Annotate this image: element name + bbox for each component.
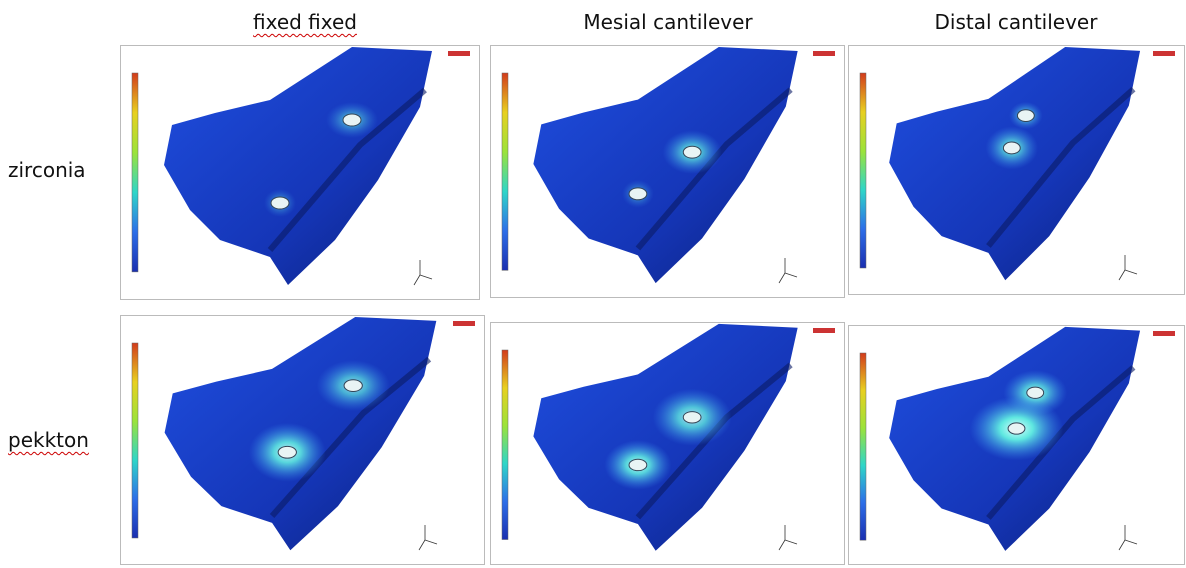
implant <box>342 113 362 127</box>
row-label-text: pekkton <box>8 428 89 452</box>
implant <box>628 187 648 201</box>
model-ridge <box>635 87 793 251</box>
logo <box>1153 331 1175 336</box>
fea-panel <box>490 45 845 298</box>
color-scale <box>859 352 867 541</box>
model-ridge <box>269 356 432 518</box>
axis-triad <box>1118 525 1138 551</box>
model-ridge <box>986 365 1136 520</box>
fea-panel <box>120 45 480 300</box>
color-scale <box>859 72 867 269</box>
logo <box>448 51 470 56</box>
column-header-text: fixed fixed <box>253 10 357 34</box>
fea-panel <box>120 315 485 565</box>
model-ridge <box>986 86 1136 248</box>
row-label: pekkton <box>8 428 89 452</box>
logo <box>1153 51 1175 56</box>
model-ridge <box>267 87 427 252</box>
row-label: zirconia <box>8 158 86 182</box>
axis-triad <box>778 258 798 284</box>
implant <box>277 445 297 459</box>
logo <box>453 321 475 326</box>
axis-triad <box>778 525 798 551</box>
column-header: fixed fixed <box>135 10 475 34</box>
column-header: Mesial cantilever <box>583 10 753 34</box>
axis-triad <box>1118 255 1138 281</box>
implant <box>1016 109 1035 122</box>
implant <box>628 458 648 472</box>
fea-panel <box>848 325 1185 565</box>
model-body <box>533 46 798 284</box>
color-scale <box>131 342 139 539</box>
axis-triad <box>413 260 433 286</box>
color-scale <box>131 72 139 273</box>
implant <box>1002 141 1021 155</box>
implant <box>682 145 702 159</box>
implant <box>1007 422 1026 435</box>
implant <box>270 196 290 210</box>
axis-triad <box>418 525 438 551</box>
fea-panel <box>490 322 845 565</box>
implant <box>682 411 702 424</box>
color-scale <box>501 72 509 271</box>
logo <box>813 328 835 333</box>
fea-panel <box>848 45 1185 295</box>
implant <box>1026 386 1045 399</box>
implant <box>343 379 363 392</box>
color-scale <box>501 349 509 540</box>
logo <box>813 51 835 56</box>
column-header: Distal cantilever <box>934 10 1098 34</box>
